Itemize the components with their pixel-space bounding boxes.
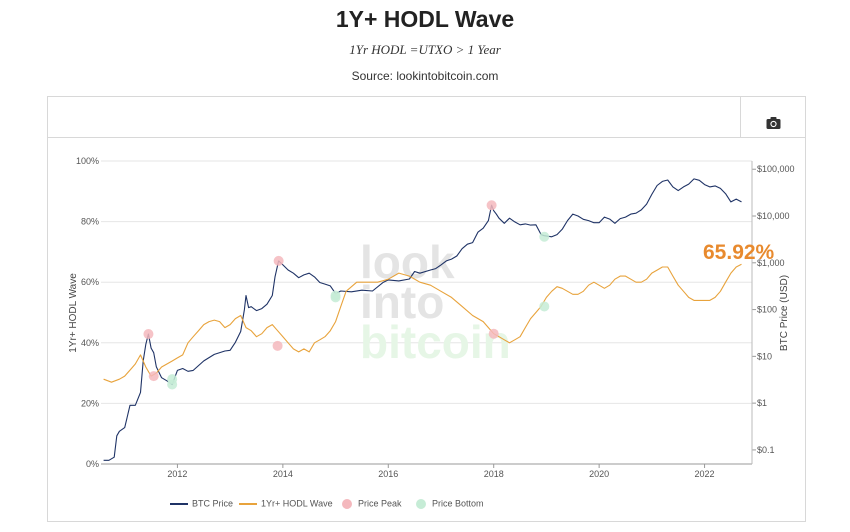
- price-peak-marker: [143, 329, 154, 340]
- y-left-tick-label: 60%: [81, 277, 99, 287]
- y-left-tick-label: 100%: [76, 156, 99, 166]
- x-tick-label: 2022: [695, 469, 715, 479]
- axes: 0% 20% 40% 60% 80% 100% $0.1 $1 $10 $100 $1,000 $10…: [76, 156, 795, 479]
- y-right-tick-label: $100,000: [757, 164, 795, 174]
- hodl-wave-line: [103, 263, 742, 383]
- y-left-tick-label: 0%: [86, 459, 99, 469]
- x-tick-label: 2014: [273, 469, 293, 479]
- y-left-tick-label: 40%: [81, 338, 99, 348]
- y-right-tick-label: $10,000: [757, 211, 790, 221]
- toolbar-vertical-divider: [740, 96, 741, 138]
- legend-swatch-btc-price: [170, 502, 188, 505]
- legend-label: Price Bottom: [432, 498, 484, 509]
- page-title: 1Y+ HODL Wave: [335, 6, 515, 32]
- y-right-tick-label: $1,000: [757, 258, 785, 268]
- price-bottom-marker: [539, 231, 550, 242]
- legend-item-price-bottom[interactable]: Price Bottom: [416, 498, 484, 509]
- legend-label: BTC Price: [192, 498, 234, 509]
- y-right-tick-label: $1: [757, 398, 767, 408]
- y-axis-right-label: BTC Price (USD): [779, 275, 790, 351]
- x-tick-label: 2020: [589, 469, 609, 479]
- price-bottom-marker: [167, 374, 178, 385]
- price-peak-marker: [273, 255, 284, 266]
- camera-icon[interactable]: [766, 116, 781, 130]
- price-peak-marker: [148, 371, 159, 382]
- legend-item-hodl-wave[interactable]: 1Yr+ HODL Wave: [239, 498, 333, 509]
- legend-item-price-peak[interactable]: Price Peak: [342, 498, 402, 509]
- y-right-tick-label: $0.1: [757, 445, 775, 455]
- y-axis-left-label: 1Yr+ HODL Wave: [68, 273, 79, 353]
- legend: BTC Price 1Yr+ HODL Wave Price Peak Pric…: [0, 498, 850, 512]
- current-value-callout: 65.92%: [703, 241, 775, 264]
- btc-price-line: [103, 178, 742, 461]
- y-right-tick-label: $100: [757, 305, 777, 315]
- markers: [143, 200, 550, 390]
- legend-label: Price Peak: [358, 498, 402, 509]
- series: [103, 178, 742, 461]
- source-text: Source: lookintobitcoin.com: [351, 69, 499, 83]
- y-left-tick-label: 20%: [81, 398, 99, 408]
- legend-label: 1Yr+ HODL Wave: [261, 498, 333, 509]
- page-subtitle: 1Yr HODL =UTXO > 1 Year: [349, 42, 501, 57]
- x-tick-label: 2012: [167, 469, 187, 479]
- legend-item-btc-price[interactable]: BTC Price: [170, 498, 233, 509]
- legend-swatch-price-bottom: [416, 498, 426, 509]
- toolbar-divider: [47, 137, 806, 138]
- x-tick-label: 2016: [378, 469, 398, 479]
- x-tick-label: 2018: [484, 469, 504, 479]
- price-peak-marker: [272, 340, 283, 351]
- legend-swatch-hodl-wave: [239, 502, 257, 505]
- watermark: look into bitcoin: [360, 236, 511, 368]
- price-peak-marker: [488, 328, 499, 339]
- y-right-tick-label: $10: [757, 351, 772, 361]
- price-peak-marker: [486, 200, 497, 211]
- y-left-tick-label: 80%: [81, 217, 99, 227]
- legend-swatch-price-peak: [342, 498, 352, 509]
- chart-panel: [47, 96, 806, 522]
- price-bottom-marker: [539, 301, 550, 312]
- watermark-line-bitcoin: bitcoin: [360, 316, 511, 368]
- price-bottom-marker: [330, 292, 341, 303]
